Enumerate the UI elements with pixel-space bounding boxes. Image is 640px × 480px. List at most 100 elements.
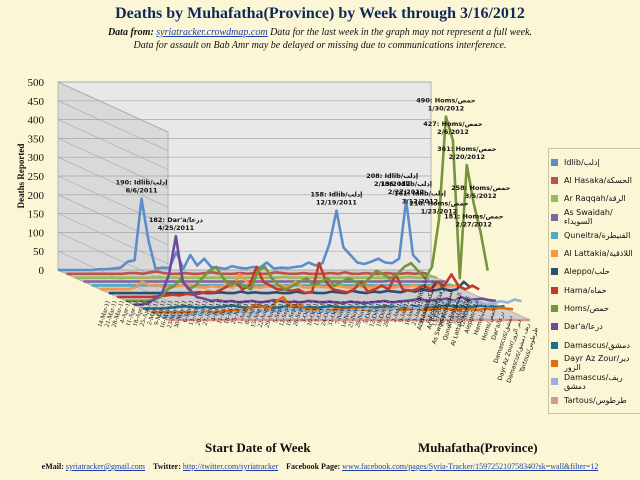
legend-swatch bbox=[551, 176, 558, 184]
legend-item: Quneitra/القنيطرة bbox=[551, 226, 640, 244]
chart-title: Deaths by Muhafatha(Province) by Week th… bbox=[115, 5, 525, 22]
z-axis-title: Muhafatha(Province) bbox=[418, 440, 538, 455]
series-line bbox=[58, 197, 421, 272]
annotation-label: 208: Idlib/إدلب 2/13/2012 bbox=[366, 172, 418, 188]
legend-swatch bbox=[551, 341, 558, 349]
legend-item: Tartous/طرطوس bbox=[551, 391, 640, 409]
annotation-label: 158: Idlib/إدلب 12/19/2011 bbox=[311, 191, 363, 207]
annotation-label: 361: Homs/حمص 2/20/2012 bbox=[437, 145, 497, 161]
series-line bbox=[159, 298, 522, 318]
annotation-label: 490: Homs/حمص 1/30/2012 bbox=[416, 97, 476, 113]
legend-swatch bbox=[551, 195, 558, 203]
legend-swatch bbox=[551, 378, 558, 386]
annotation-label: 182: Dar'a/درعا 4/25/2011 bbox=[149, 216, 204, 232]
side-gridline bbox=[57, 81, 169, 133]
data-source-line: Data from: syriatracker.crowdmap.com Dat… bbox=[0, 27, 640, 38]
legend-item: Al Hasaka/الحسكة bbox=[551, 171, 640, 189]
legend-label: Aleppo/حلب bbox=[564, 267, 610, 277]
y-tick-label: 150 bbox=[28, 209, 45, 221]
side-gridline bbox=[57, 194, 169, 246]
legend-label: Dar'a/درعا bbox=[564, 322, 603, 332]
legend-swatch bbox=[551, 231, 558, 239]
legend-label: As Swaidah/السويداء bbox=[564, 208, 613, 227]
y-tick-label: 500 bbox=[28, 77, 45, 89]
legend-label: Al Lattakia/اللاذقية bbox=[564, 249, 633, 259]
y-tick-label: 300 bbox=[28, 152, 45, 164]
twitter-label: Twitter: bbox=[153, 462, 181, 471]
legend-item: Idlib/إدلب bbox=[551, 153, 640, 171]
data-source-link[interactable]: syriatracker.crowdmap.com bbox=[156, 27, 268, 38]
footer: eMail: syriatracker@gmail.com Twitter: h… bbox=[0, 462, 640, 471]
series-line bbox=[168, 317, 530, 322]
series-line bbox=[117, 261, 480, 299]
legend-item: Ar Raqqah/الرقة bbox=[551, 190, 640, 208]
side-gridline bbox=[57, 156, 169, 208]
legend: Idlib/إدلب Al Hasaka/الحسكة Ar Raqqah/الرق… bbox=[548, 148, 640, 415]
legend-label: Damascus/ريف دمشق bbox=[564, 372, 623, 391]
legend-swatch bbox=[551, 396, 558, 404]
legend-swatch bbox=[551, 213, 558, 221]
annotation-label: 427: Homs/حمص 2/6/2012 bbox=[423, 120, 483, 136]
legend-swatch bbox=[551, 323, 558, 331]
y-tick-label: 50 bbox=[33, 246, 45, 258]
legend-label: Hama/حماه bbox=[564, 285, 607, 295]
legend-item: Damascus/دمشق bbox=[551, 336, 640, 354]
annotation-label: 216: Homs/حمص 1/23/2012 bbox=[409, 200, 469, 216]
series-line bbox=[151, 296, 514, 314]
legend-item: As Swaidah/السويداء bbox=[551, 208, 640, 226]
series-line bbox=[142, 304, 505, 310]
legend-item: Aleppo/حلب bbox=[551, 263, 640, 281]
annotation-label: 161: Idlib/إدلب 3/12/2012 bbox=[394, 189, 446, 205]
annotation-label: 181: Homs/حمص 2/27/2012 bbox=[444, 213, 504, 229]
email-link[interactable]: syriatracker@gmail.com bbox=[65, 462, 146, 471]
series-line bbox=[66, 270, 429, 276]
legend-label: Al Hasaka/الحسكة bbox=[564, 175, 632, 185]
legend-label: Quneitra/القنيطرة bbox=[564, 230, 631, 240]
side-gridline bbox=[57, 119, 169, 170]
legend-swatch bbox=[551, 359, 558, 367]
y-tick-label: 100 bbox=[28, 227, 45, 239]
x-axis-title: Start Date of Week bbox=[205, 440, 311, 455]
bab-amr-note: Data for assault on Bab Amr may be delay… bbox=[133, 40, 507, 51]
legend-label: Dayr Az Zour/دير الزور bbox=[564, 354, 630, 373]
legend-item: Hama/حماه bbox=[551, 281, 640, 299]
last-week-note: Data for the last week in the graph may … bbox=[270, 27, 533, 38]
series-line bbox=[134, 234, 497, 306]
legend-swatch bbox=[551, 158, 558, 166]
legend-label: Ar Raqqah/الرقة bbox=[564, 194, 626, 204]
legend-swatch bbox=[551, 268, 558, 276]
y-tick-label: 200 bbox=[28, 190, 45, 202]
facebook-link[interactable]: www.facebook.com/pages/Syria-Tracker/159… bbox=[342, 462, 599, 471]
side-gridline bbox=[57, 232, 169, 283]
legend-label: Damascus/دمشق bbox=[564, 340, 630, 350]
y-tick-label: 350 bbox=[28, 133, 45, 145]
y-tick-label: 250 bbox=[28, 171, 45, 183]
annotation-label: 258: Homs/حمص 3/5/2012 bbox=[451, 184, 511, 200]
legend-item: Damascus/ريف دمشق bbox=[551, 373, 640, 391]
legend-swatch bbox=[551, 286, 558, 294]
side-gridline bbox=[57, 175, 169, 227]
legend-item: Homs/حمص bbox=[551, 299, 640, 317]
legend-swatch bbox=[551, 305, 558, 313]
legend-swatch bbox=[551, 250, 558, 258]
twitter-link[interactable]: http://twitter.com/syriatracker bbox=[182, 462, 279, 471]
side-gridline bbox=[57, 100, 169, 152]
y-tick-label: 0 bbox=[39, 265, 45, 277]
annotation-label: 186: Idlib/إدلب 2/27/2012 bbox=[380, 180, 432, 196]
y-tick-label: 450 bbox=[28, 96, 45, 108]
legend-label: Tartous/طرطوس bbox=[564, 395, 627, 405]
side-gridline bbox=[57, 138, 169, 189]
email-label: eMail: bbox=[41, 462, 64, 471]
y-tick-label: 400 bbox=[28, 115, 45, 127]
side-gridline bbox=[57, 213, 169, 264]
data-from-label: Data from: bbox=[107, 27, 154, 38]
legend-item: Al Lattakia/اللاذقية bbox=[551, 244, 640, 262]
legend-item: Dar'a/درعا bbox=[551, 318, 640, 336]
y-axis-title: Deaths Reported bbox=[16, 144, 26, 209]
annotation-label: 190: Idlib/إدلب 6/6/2011 bbox=[116, 179, 168, 195]
facebook-label: Facebook Page: bbox=[286, 462, 341, 471]
legend-label: Idlib/إدلب bbox=[564, 157, 600, 167]
legend-label: Homs/حمص bbox=[564, 304, 609, 314]
legend-item: Dayr Az Zour/دير الزور bbox=[551, 354, 640, 372]
